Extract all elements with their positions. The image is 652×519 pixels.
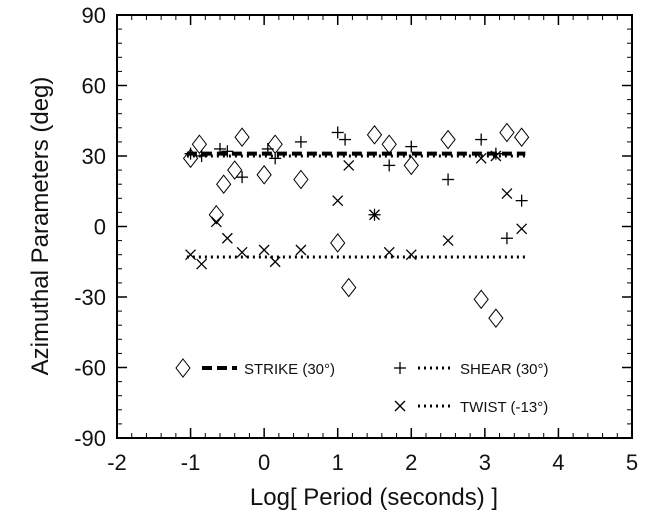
legend-diamond-marker: [175, 358, 191, 378]
cross-point: [332, 195, 344, 207]
cross-point: [475, 152, 487, 164]
y-tick-labels: -90 -60 -30 0 30 60 90: [74, 3, 106, 451]
y-tick-label: 90: [82, 3, 106, 28]
diamond-point: [341, 277, 357, 298]
diamond-point: [366, 125, 383, 145]
plus-point: [489, 147, 502, 160]
cross-point: [405, 249, 417, 261]
legend-cross-marker: [394, 400, 406, 412]
y-tick-label: -90: [74, 426, 106, 451]
cross-point: [343, 159, 355, 171]
y-axis-title: Azimuthal Parameters (deg): [27, 77, 54, 376]
legend-cross-label: TWIST (-13°): [460, 399, 548, 416]
minor-ticks: [116, 14, 633, 439]
plus-point: [269, 152, 282, 165]
diamond-point: [216, 174, 232, 195]
x-tick-label: 5: [626, 450, 638, 475]
plot-frame: [116, 14, 633, 439]
y-tick-label: 30: [82, 144, 106, 169]
plus-point: [515, 194, 528, 207]
legend-plus-marker: [394, 362, 406, 374]
y-tick-label: 0: [94, 215, 106, 240]
plus-point: [236, 171, 249, 184]
cross-point: [196, 258, 208, 270]
cross-point: [221, 232, 233, 244]
plus-point: [442, 173, 455, 186]
diamond-point: [208, 204, 224, 225]
x-tick-label: 0: [258, 450, 270, 475]
reference-lines: [186, 151, 526, 259]
y-tick-label: 60: [82, 74, 106, 99]
cross-point: [295, 244, 307, 256]
major-ticks: [116, 14, 633, 439]
cross-point: [269, 256, 281, 268]
diamond-point: [473, 289, 489, 310]
diamond-point: [330, 233, 346, 253]
plus-point: [500, 232, 513, 245]
x-tick-label: -2: [107, 450, 127, 475]
cross-point: [258, 244, 270, 256]
legend-plus-label: SHEAR (30°): [460, 361, 549, 378]
plus-point: [331, 126, 344, 139]
x-tick-label: 3: [479, 450, 491, 475]
y-tick-label: -60: [74, 356, 106, 381]
diamond-point: [191, 134, 208, 155]
cross-point: [369, 209, 380, 221]
cross-point: [490, 150, 502, 162]
cross-point: [516, 223, 528, 235]
cross-point: [383, 246, 395, 258]
plus-point: [339, 133, 352, 146]
plus-point: [214, 142, 226, 155]
plus-point: [475, 133, 488, 146]
plus-point: [195, 150, 208, 162]
x-tick-label: 2: [405, 450, 417, 475]
plus-point: [294, 135, 307, 148]
diamond-point: [514, 127, 530, 148]
diamond-point: [488, 308, 504, 328]
diamond-point: [227, 160, 243, 180]
x-tick-label: 4: [552, 450, 564, 475]
diamond-point: [234, 127, 250, 148]
y-tick-label: -30: [74, 285, 106, 310]
plus-point: [184, 147, 197, 160]
cross-point: [442, 235, 454, 247]
diamond-point: [440, 129, 456, 150]
cross-point: [236, 246, 248, 258]
data-points: [182, 122, 530, 328]
diamond-point: [293, 169, 309, 190]
diamond-point: [267, 134, 283, 155]
legend: STRIKE (30°) SHEAR (30°) TWIST (-13°): [175, 358, 549, 416]
diamond-point: [381, 134, 397, 155]
plus-point: [383, 159, 396, 172]
diamond-point: [403, 155, 419, 176]
diamond-point: [256, 164, 272, 185]
x-tick-label: 1: [332, 450, 344, 475]
cross-point: [185, 249, 197, 261]
diamond-point: [182, 148, 199, 169]
cross-point: [501, 188, 513, 200]
plus-point: [221, 145, 234, 158]
cross-point: [210, 216, 222, 228]
plus-point: [261, 142, 274, 155]
legend-diamond-label: STRIKE (30°): [244, 361, 335, 378]
x-tick-label: -1: [181, 450, 201, 475]
x-tick-labels: -2 -1 0 1 2 3 4 5: [107, 450, 638, 475]
x-axis-title: Log[ Period (seconds) ]: [250, 484, 498, 511]
diamond-point: [499, 122, 515, 143]
plus-point: [405, 140, 418, 153]
